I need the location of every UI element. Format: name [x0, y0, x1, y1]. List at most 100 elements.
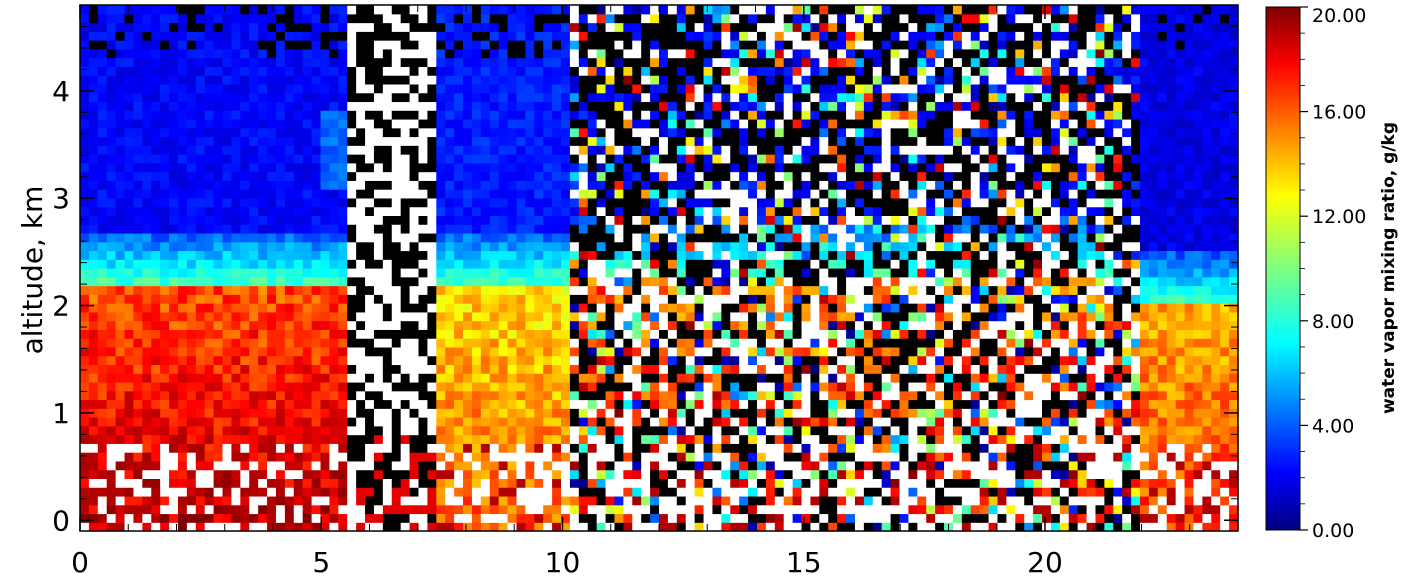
heatmap-cell [739, 478, 749, 488]
heatmap-cell [676, 48, 687, 59]
heatmap-cell [480, 469, 491, 479]
heatmap-cell [569, 22, 580, 32]
heatmap-cell [614, 276, 624, 287]
heatmap-cell [721, 162, 731, 173]
heatmap-cell [249, 162, 259, 173]
heatmap-cell [534, 478, 544, 488]
heatmap-cell [578, 311, 589, 322]
heatmap-cell [204, 48, 215, 59]
heatmap-cell [525, 75, 535, 85]
heatmap-cell [311, 390, 322, 401]
heatmap-cell [721, 390, 731, 401]
heatmap-cell [792, 487, 803, 497]
heatmap-cell [80, 241, 90, 252]
heatmap-cell [712, 206, 722, 216]
heatmap-cell [605, 259, 616, 269]
heatmap-cell [552, 268, 562, 278]
heatmap-cell [302, 504, 313, 515]
heatmap-cell [436, 5, 446, 15]
heatmap-cell [231, 513, 241, 523]
heatmap-cell [231, 425, 241, 436]
heatmap-cell [810, 110, 820, 120]
heatmap-cell [382, 311, 393, 322]
heatmap-cell [641, 495, 651, 506]
heatmap-cell [249, 381, 259, 392]
heatmap-cell [569, 110, 580, 120]
heatmap-cell [641, 145, 651, 155]
heatmap-cell [463, 206, 473, 216]
heatmap-cell [231, 22, 241, 32]
heatmap-cell [213, 145, 224, 155]
heatmap-cell [623, 224, 633, 234]
heatmap-cell [169, 197, 179, 208]
heatmap-cell [534, 443, 544, 453]
heatmap-cell [703, 118, 714, 129]
heatmap-cell [578, 303, 589, 313]
heatmap-cell [712, 390, 722, 401]
heatmap-cell [329, 101, 339, 111]
heatmap-cell [596, 13, 607, 24]
heatmap-cell [614, 513, 624, 523]
heatmap-cell [293, 110, 304, 120]
heatmap-cell [498, 460, 509, 471]
heatmap-cell [382, 5, 393, 15]
heatmap-cell [659, 364, 669, 374]
heatmap-cell [213, 83, 224, 94]
heatmap-cell [650, 118, 660, 129]
heatmap-cell [516, 145, 526, 155]
heatmap-cell [712, 522, 722, 532]
heatmap-cell [694, 381, 705, 392]
heatmap-cell [739, 495, 749, 506]
heatmap-cell [169, 5, 179, 15]
heatmap-cell [650, 417, 660, 427]
heatmap-cell [569, 294, 580, 304]
heatmap-cell [427, 452, 437, 462]
heatmap-cell [659, 22, 669, 32]
heatmap-cell [623, 110, 633, 120]
heatmap-cell [142, 311, 152, 322]
heatmap-cell [195, 364, 206, 374]
heatmap-cell [418, 513, 428, 523]
heatmap-cell [667, 390, 678, 401]
heatmap-cell [587, 276, 598, 287]
heatmap-cell [267, 5, 277, 15]
heatmap-cell [507, 285, 518, 295]
heatmap-cell [525, 478, 535, 488]
heatmap-cell [195, 145, 206, 155]
heatmap-cell [748, 40, 758, 50]
heatmap-cell [667, 189, 678, 199]
heatmap-cell [249, 13, 259, 24]
heatmap-cell [427, 189, 437, 199]
heatmap-cell [284, 48, 295, 59]
heatmap-cell [275, 189, 286, 199]
heatmap-cell [347, 294, 357, 304]
heatmap-cell [213, 338, 224, 348]
heatmap-cell [765, 92, 776, 103]
heatmap-cell [756, 180, 767, 190]
heatmap-cell [614, 171, 624, 181]
heatmap-cell [115, 390, 126, 401]
heatmap-cell [329, 180, 339, 190]
heatmap-cell [373, 294, 384, 304]
heatmap-cell [249, 224, 259, 234]
heatmap-cell [177, 399, 188, 409]
heatmap-cell [302, 513, 313, 523]
heatmap-cell [177, 31, 188, 41]
heatmap-cell [427, 259, 437, 269]
heatmap-cell [436, 329, 446, 339]
heatmap-cell [730, 224, 740, 234]
heatmap-cell [267, 355, 277, 366]
heatmap-cell [659, 171, 669, 181]
heatmap-cell [694, 13, 705, 24]
heatmap-cell [284, 136, 295, 146]
heatmap-cell [409, 215, 420, 225]
heatmap-cell [748, 399, 758, 409]
heatmap-cell [801, 66, 812, 76]
heatmap-cell [97, 311, 108, 322]
heatmap-cell [88, 66, 99, 76]
heatmap-cell [338, 171, 348, 181]
heatmap-cell [258, 197, 268, 208]
heatmap-cell [160, 495, 170, 506]
heatmap-cell [578, 373, 589, 383]
heatmap-cell [311, 154, 322, 164]
